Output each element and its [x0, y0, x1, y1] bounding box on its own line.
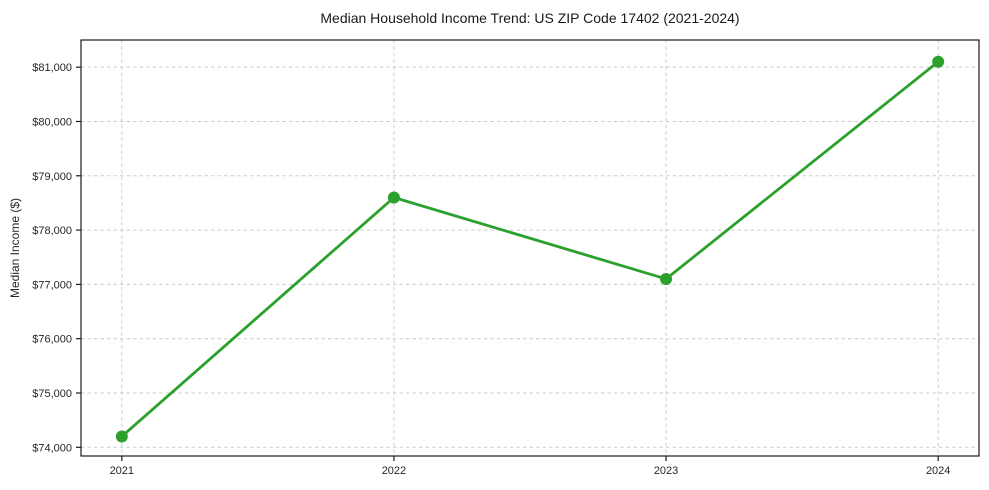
y-tick-label: $78,000	[32, 225, 72, 237]
y-tick-label: $76,000	[32, 334, 72, 346]
y-tick-label: $77,000	[32, 279, 72, 291]
y-tick-label: $79,000	[32, 171, 72, 183]
data-point	[660, 272, 673, 285]
y-tick-label: $81,000	[32, 62, 72, 74]
plot-border	[80, 39, 980, 457]
data-point	[115, 430, 128, 443]
x-tick-label: 2023	[654, 465, 678, 477]
y-tick-label: $80,000	[32, 116, 72, 128]
chart-title: Median Household Income Trend: US ZIP Co…	[320, 10, 740, 26]
x-tick-label: 2024	[926, 465, 950, 477]
x-tick-label: 2022	[382, 465, 406, 477]
trend-line	[120, 60, 940, 438]
y-tick-label: $75,000	[32, 388, 72, 400]
y-tick-label: $74,000	[32, 442, 72, 454]
data-point	[932, 55, 945, 68]
x-tick-label: 2021	[110, 465, 134, 477]
data-point	[387, 191, 400, 204]
